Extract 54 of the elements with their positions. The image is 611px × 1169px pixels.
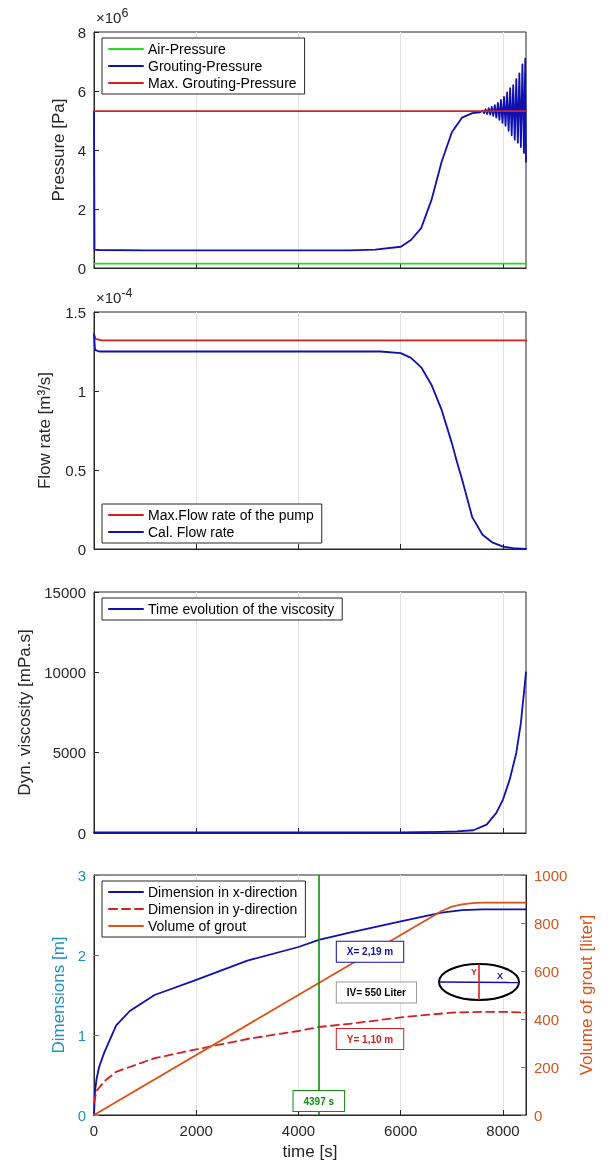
y-tick-label: 0 (77, 259, 86, 277)
legend-label: Max.Flow rate of the pump (148, 507, 314, 523)
y-tick-label: 2 (77, 200, 86, 218)
y-axis-title: Pressure [Pa] (48, 98, 68, 202)
x-axis-title: time [s] (282, 1142, 338, 1161)
y-tick-label: 0 (77, 540, 86, 558)
y-tick-label: 10000 (44, 663, 86, 681)
annotation: IV= 550 Liter (346, 987, 407, 999)
y2-tick-label: 800 (534, 914, 560, 932)
y-axis-title: Flow rate [m³/s] (34, 371, 54, 490)
y-tick-label: 1 (77, 382, 86, 400)
y-tick-label: 5000 (52, 744, 86, 762)
y2-tick-label: 400 (534, 1010, 560, 1028)
y-tick-label: 0 (77, 824, 86, 842)
annotation: X= 2,19 m (346, 946, 394, 958)
y-tick-label: 2 (77, 946, 86, 964)
y2-tick-label: 200 (534, 1058, 560, 1076)
x-tick-label: 4000 (281, 1122, 316, 1139)
x-tick-label: 8000 (486, 1122, 520, 1139)
y-tick-label: 1.5 (65, 303, 86, 321)
legend-label: Grouting-Pressure (148, 58, 263, 74)
annotation: Y= 1,10 m (346, 1033, 394, 1045)
legend-label: Cal. Flow rate (148, 524, 235, 540)
ref-line-label: 4397 s (303, 1095, 335, 1107)
y2-tick-label: 0 (534, 1106, 543, 1124)
y-axis-title: Dyn. viscosity [mPa.s] (15, 629, 35, 796)
legend-label: Max. Grouting-Pressure (148, 75, 297, 91)
x-tick-label: 2000 (179, 1122, 213, 1139)
x-tick-label: 6000 (384, 1122, 418, 1139)
text: ×10$^{-4}$ (96, 286, 133, 306)
y-tick-label: 15000 (44, 583, 86, 601)
annotation: X (497, 971, 504, 981)
ellipse-diagram-icon: Y X (437, 962, 521, 1002)
y-tick-label: 8 (77, 23, 86, 41)
legend-label: Volume of grout (148, 918, 247, 934)
y2-tick-label: 1000 (534, 866, 568, 884)
legend-label: Dimension in y-direction (148, 901, 298, 917)
legend-label: Time evolution of the viscosity (148, 601, 335, 617)
y-tick-label: 6 (77, 82, 86, 100)
y-axis-title: Dimensions [m] (48, 936, 68, 1054)
line-series (93, 57, 527, 252)
line-series (93, 1010, 527, 1104)
x-tick-label: 0 (89, 1122, 99, 1139)
y2-tick-label: 600 (534, 962, 560, 980)
y-tick-label: 0 (77, 1106, 86, 1124)
legend-label: Dimension in x-direction (148, 884, 298, 900)
text: ×10$^{6}$ (96, 6, 129, 26)
y-tick-label: 1 (77, 1026, 86, 1044)
y2-axis-title: Volume of grout [liter] (577, 914, 597, 1076)
annotation: Y (471, 967, 478, 977)
y-tick-label: 0.5 (65, 461, 86, 479)
legend-label: Air-Pressure (148, 41, 227, 57)
y-tick-label: 4 (77, 141, 86, 159)
y-tick-label: 3 (77, 866, 86, 884)
